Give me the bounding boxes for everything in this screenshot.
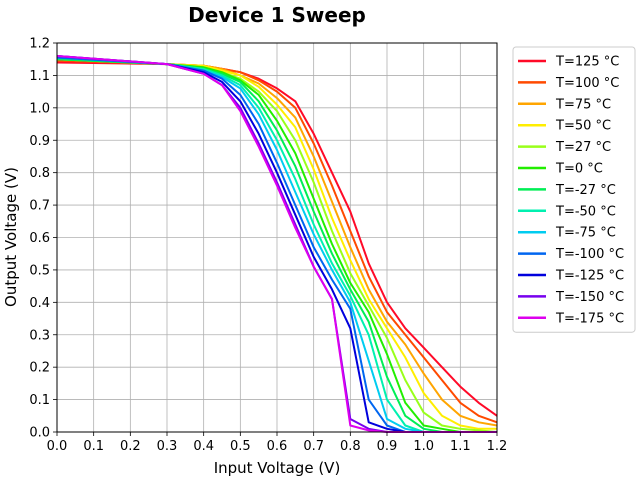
- x-tick-label: 0.1: [83, 439, 104, 454]
- x-tick-label: 0.8: [340, 439, 361, 454]
- legend-label: T=50 °C: [555, 119, 611, 134]
- legend-label: T=-125 °C: [555, 269, 624, 284]
- y-tick-label: 0.1: [29, 393, 50, 408]
- legend-label: T=75 °C: [555, 97, 611, 112]
- y-axis: 0.0 0.1 0.2 0.3 0.4 0.5 0.6 0.7 0.8 0.9 1.0 1.1 1.2: [29, 37, 57, 441]
- x-tick-label: 0.9: [377, 439, 398, 454]
- legend-label: T=-75 °C: [555, 226, 616, 241]
- x-tick-label: 0.6: [267, 439, 288, 454]
- legend-label: T=100 °C: [555, 76, 619, 91]
- legend-label: T=-50 °C: [555, 204, 616, 219]
- legend-label: T=-100 °C: [555, 247, 624, 262]
- legend-label: T=0 °C: [555, 162, 603, 177]
- y-tick-label: 0.6: [29, 231, 50, 246]
- y-tick-label: 0.0: [29, 426, 50, 441]
- legend-label: T=-150 °C: [555, 290, 624, 305]
- legend-label: T=125 °C: [555, 55, 619, 70]
- y-tick-label: 1.1: [29, 69, 50, 84]
- y-tick-label: 0.7: [29, 199, 50, 214]
- y-tick-label: 1.0: [29, 101, 50, 116]
- y-tick-label: 0.5: [29, 263, 50, 278]
- series-line-3: [56, 58, 497, 430]
- y-tick-label: 1.2: [29, 37, 50, 52]
- y-axis-label: Output Voltage (V): [2, 167, 20, 307]
- grid: [56, 42, 498, 433]
- x-tick-label: 0.5: [230, 439, 251, 454]
- y-tick-label: 0.2: [29, 361, 50, 376]
- y-tick-label: 0.8: [29, 166, 50, 181]
- x-tick-label: 1.0: [413, 439, 434, 454]
- x-tick-label: 0.0: [47, 439, 68, 454]
- x-axis-label: Input Voltage (V): [214, 459, 341, 477]
- chart-title: Device 1 Sweep: [188, 3, 366, 27]
- series-line-2: [56, 58, 498, 427]
- legend-box: [512, 46, 636, 333]
- legend: T=125 °C T=100 °C T=75 °C T=50 °C T=27 °C T=0…: [512, 46, 636, 333]
- legend-label: T=-175 °C: [555, 311, 624, 326]
- y-tick-label: 0.3: [29, 328, 50, 343]
- x-tick-label: 0.2: [120, 439, 141, 454]
- series-line-5: [56, 58, 497, 433]
- x-tick-label: 1.1: [450, 439, 471, 454]
- y-tick-label: 0.9: [29, 134, 50, 149]
- x-tick-label: 1.2: [487, 439, 508, 454]
- x-tick-label: 0.4: [193, 439, 214, 454]
- x-axis: 0.0 0.1 0.2 0.3 0.4 0.5 0.6 0.7 0.8 0.9 1.0 1.1 1.2: [47, 432, 508, 454]
- y-tick-label: 0.4: [29, 296, 50, 311]
- x-tick-label: 0.7: [303, 439, 324, 454]
- legend-label: T=27 °C: [555, 140, 611, 155]
- x-tick-label: 0.3: [157, 439, 178, 454]
- legend-label: T=-27 °C: [555, 183, 616, 198]
